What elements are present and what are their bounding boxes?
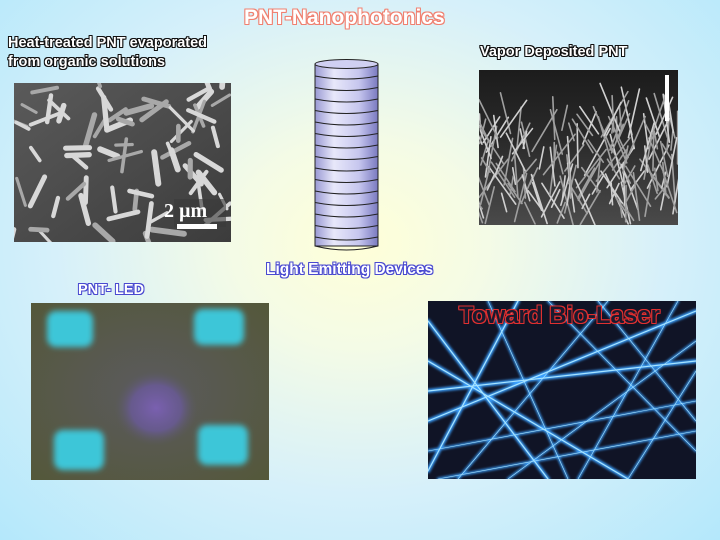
- sem-image-vapor-deposited: [479, 70, 678, 225]
- scale-bar-label: 2 µm: [164, 200, 208, 222]
- led-pad-bottom-left: [54, 430, 104, 470]
- bio-laser-caption: Toward Bio-Laser: [459, 302, 660, 329]
- page-title: PNT-Nanophotonics: [244, 6, 445, 29]
- led-image: [31, 303, 269, 480]
- sem-caption-line1: Heat-treated PNT evaporated: [8, 35, 208, 51]
- led-pad-top-right: [194, 309, 244, 345]
- led-pad-top-left: [47, 311, 93, 347]
- vapor-caption: Vapor Deposited PNT: [480, 44, 628, 60]
- device-stack-cylinder: [314, 59, 379, 251]
- led-pad-bottom-right: [198, 425, 248, 465]
- scale-bar-vertical: [665, 75, 669, 121]
- sem-caption-line2: from organic solutions: [8, 54, 166, 70]
- sem-image-heat-treated: 2 µm: [14, 83, 231, 242]
- led-caption: PNT- LED: [78, 282, 145, 298]
- bio-laser-image: [428, 301, 696, 479]
- devices-caption: Light Emitting Devices: [266, 261, 434, 278]
- sem-caption: Heat-treated PNT evaporated from organic…: [8, 34, 207, 72]
- scale-bar: [177, 224, 217, 229]
